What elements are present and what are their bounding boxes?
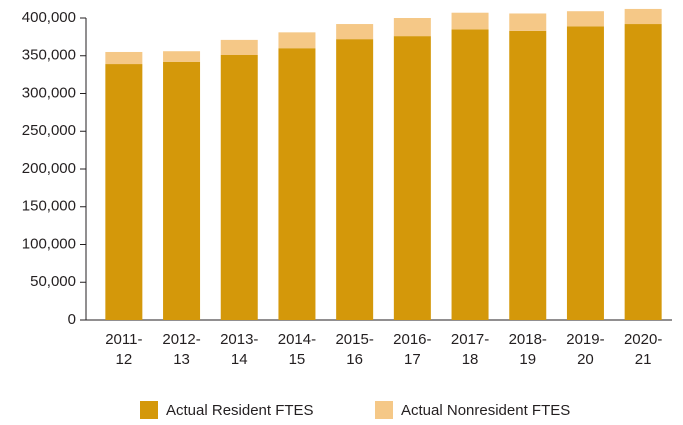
- bar-segment: [220, 54, 258, 321]
- x-tick-line: 2013-: [220, 331, 258, 348]
- x-tick-line: 2020-: [624, 331, 662, 348]
- y-tick-label: 100,000: [22, 235, 76, 252]
- bar-segment: [105, 51, 143, 65]
- bar-segment: [624, 8, 662, 25]
- y-tick-label: 200,000: [22, 160, 76, 177]
- x-tick-line: 2016-: [393, 331, 431, 348]
- x-tick-label: 2020- 21: [624, 331, 662, 368]
- bar-segment: [509, 30, 547, 321]
- legend-swatch: [375, 401, 393, 419]
- x-tick-line: 2014-: [278, 331, 316, 348]
- x-tick-label: 2011- 12: [105, 331, 142, 368]
- x-tick-label: 2015- 16: [335, 331, 373, 368]
- y-tick-label: 50,000: [30, 273, 76, 290]
- x-tick-label: 2019- 20: [566, 331, 604, 368]
- bar-segment: [393, 18, 431, 37]
- x-tick-label: 2014- 15: [278, 331, 316, 368]
- bar-segment: [336, 39, 374, 320]
- x-tick-line: 2012-: [162, 331, 200, 348]
- bar-segment: [278, 32, 316, 49]
- x-tick-line: 20: [577, 351, 594, 368]
- legend-label: Actual Nonresident FTES: [401, 402, 570, 419]
- x-tick-line: 18: [462, 351, 479, 368]
- bar-segment: [105, 64, 143, 321]
- y-tick-label: 350,000: [22, 47, 76, 64]
- y-tick-label: 0: [68, 311, 76, 328]
- bar-segment: [393, 36, 431, 321]
- x-tick-line: 2019-: [566, 331, 604, 348]
- bar-segment: [509, 13, 547, 31]
- bar-segment: [451, 29, 489, 320]
- bar-segment: [278, 48, 316, 320]
- bar-segment: [624, 24, 662, 320]
- x-tick-line: 2015-: [335, 331, 373, 348]
- x-tick-label: 2016- 17: [393, 331, 431, 368]
- legend-swatch: [140, 401, 158, 419]
- x-tick-line: 15: [289, 351, 306, 368]
- y-tick-label: 400,000: [22, 9, 76, 26]
- bar-segment: [451, 12, 489, 30]
- y-tick-label: 300,000: [22, 84, 76, 101]
- legend-label: Actual Resident FTES: [166, 402, 314, 419]
- bar-segment: [566, 26, 604, 321]
- x-tick-line: 2017-: [451, 331, 489, 348]
- x-tick-line: 21: [635, 351, 652, 368]
- bar-segment: [163, 61, 201, 320]
- bar-segment: [566, 11, 604, 27]
- y-tick-label: 250,000: [22, 122, 76, 139]
- x-tick-label: 2013- 14: [220, 331, 258, 368]
- bar-segment: [220, 39, 258, 55]
- x-tick-label: 2012- 13: [162, 331, 200, 368]
- x-tick-line: 13: [173, 351, 190, 368]
- x-tick-line: 19: [519, 351, 536, 368]
- x-tick-line: 17: [404, 351, 421, 368]
- x-tick-line: 2011-: [105, 331, 142, 348]
- bar-segment: [336, 24, 374, 40]
- bar-segment: [163, 51, 201, 62]
- x-tick-line: 16: [346, 351, 363, 368]
- x-tick-line: 14: [231, 351, 248, 368]
- y-tick-label: 150,000: [22, 198, 76, 215]
- x-tick-label: 2018- 19: [509, 331, 547, 368]
- x-tick-line: 12: [116, 351, 133, 368]
- x-tick-label: 2017- 18: [451, 331, 489, 368]
- x-tick-line: 2018-: [509, 331, 547, 348]
